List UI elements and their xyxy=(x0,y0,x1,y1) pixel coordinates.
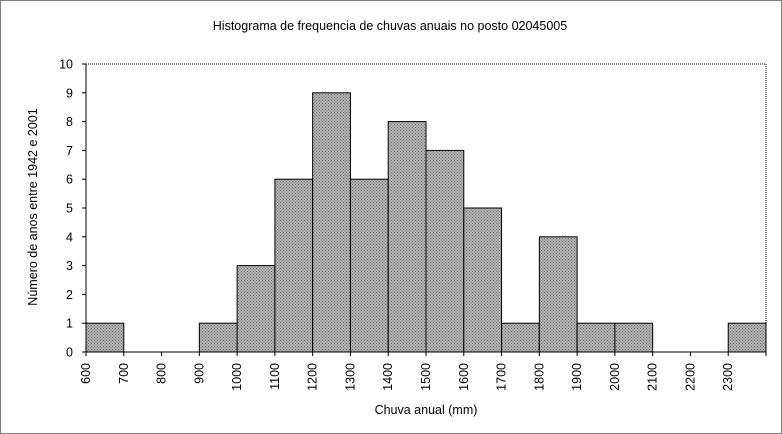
bar-1900 xyxy=(576,322,616,353)
x-tick-label: 1900 xyxy=(570,363,584,391)
bar-600 xyxy=(85,322,125,353)
y-tick-label: 7 xyxy=(66,144,73,158)
x-tick-label: 2300 xyxy=(721,363,735,391)
x-tick-label: 1400 xyxy=(381,363,395,391)
bar-1800 xyxy=(538,236,578,353)
x-tick-label: 1100 xyxy=(268,363,282,390)
bars-layer xyxy=(85,92,767,353)
bar-1600 xyxy=(463,207,503,353)
y-tick-labels: 0 1 2 3 4 5 6 7 8 9 10 xyxy=(59,58,73,360)
bar-1000 xyxy=(236,265,276,353)
y-axis-label: Número de anos entre 1942 e 2001 xyxy=(26,108,40,305)
bar-2000 xyxy=(614,322,654,353)
x-tick-label: 2000 xyxy=(608,363,622,391)
y-tick-label: 3 xyxy=(66,259,73,273)
y-tick-label: 8 xyxy=(66,115,73,129)
y-tick-label: 1 xyxy=(66,317,73,331)
bar-1700 xyxy=(501,322,540,353)
bar-2300 xyxy=(727,322,767,353)
x-tick-label: 1000 xyxy=(230,363,244,391)
x-tick-label: 600 xyxy=(79,363,93,384)
bar-1100 xyxy=(274,178,314,353)
y-tick-label: 4 xyxy=(66,230,73,244)
bar-1300 xyxy=(349,178,389,353)
x-tick-label: 2100 xyxy=(646,363,660,391)
x-tick-label: 700 xyxy=(117,363,131,384)
y-tick-label: 10 xyxy=(59,58,73,72)
x-tick-label: 1200 xyxy=(306,363,320,391)
x-tick-label: 900 xyxy=(192,363,206,384)
x-tick-label: 2200 xyxy=(683,363,697,391)
y-tick-label: 2 xyxy=(66,288,73,302)
y-tick-label: 5 xyxy=(66,202,73,216)
axes-layer xyxy=(82,63,767,356)
x-axis-label: Chuva anual (mm) xyxy=(375,403,478,417)
bar-1500 xyxy=(425,149,465,353)
x-tick-label: 1700 xyxy=(495,363,509,391)
chart-title: Histograma de frequencia de chuvas anuai… xyxy=(213,19,567,33)
x-tick-labels: 600 700 800 900 1000 1100 1200 1300 1400 1500 1600… xyxy=(79,363,735,391)
x-tick-label: 800 xyxy=(155,363,169,384)
bar-900 xyxy=(198,322,238,353)
y-tick-label: 9 xyxy=(66,86,73,100)
bar-1400 xyxy=(387,121,427,353)
y-tick-label: 6 xyxy=(66,173,73,187)
x-tick-label: 1600 xyxy=(457,363,471,391)
x-tick-label: 1300 xyxy=(343,363,357,391)
x-tick-label: 1800 xyxy=(532,363,546,391)
x-tick-label: 1500 xyxy=(419,363,433,391)
y-tick-label: 0 xyxy=(66,346,73,360)
bar-1200 xyxy=(312,92,351,353)
